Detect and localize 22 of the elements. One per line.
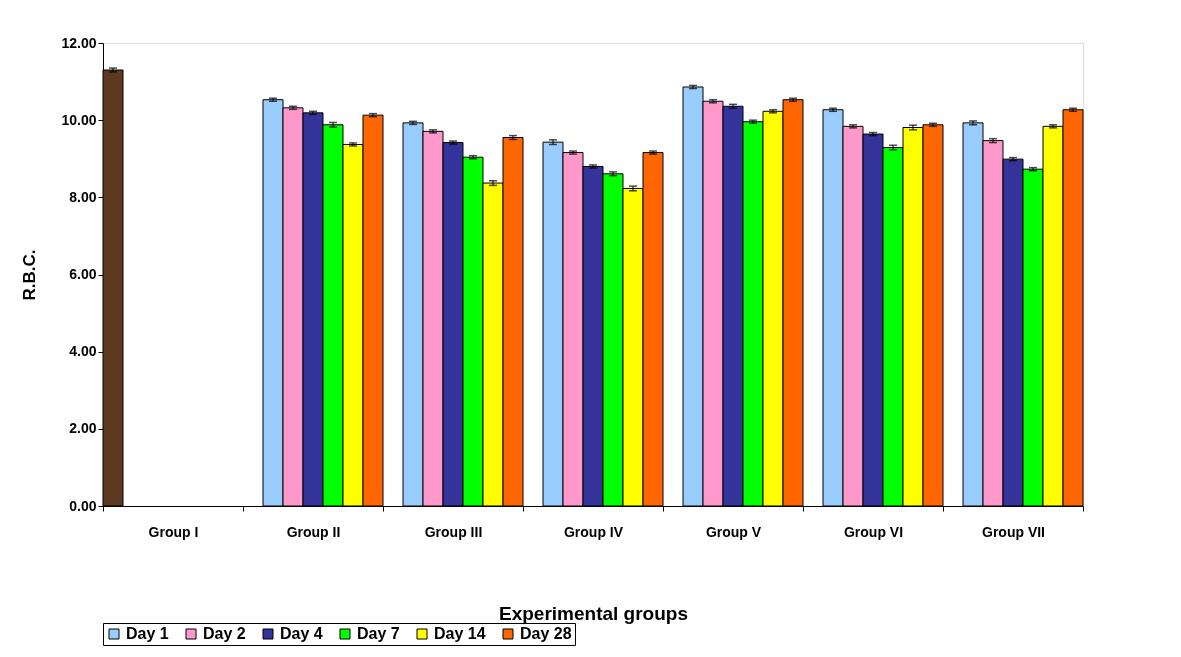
legend-label: Day 2 <box>203 625 246 642</box>
y-tick-label: 12.00 <box>61 34 97 51</box>
x-tick-label: Group V <box>705 523 762 540</box>
legend-label: Day 7 <box>357 625 400 642</box>
y-tick-label: 2.00 <box>69 420 97 437</box>
y-tick-label: 0.00 <box>69 497 97 514</box>
y-tick-label: 6.00 <box>69 266 97 282</box>
y-axis-title: R.B.C. <box>20 249 40 301</box>
legend-label: Day 4 <box>280 625 323 642</box>
legend-label: Day 14 <box>434 625 486 642</box>
legend-label: Day 1 <box>126 625 169 642</box>
y-tick-label: 10.00 <box>61 111 97 128</box>
y-tick-label: 8.00 <box>69 188 97 205</box>
x-tick-label: Group VI <box>843 523 904 540</box>
x-tick-label: Group IV <box>563 523 624 540</box>
x-tick-label: Group III <box>424 523 483 540</box>
x-tick-label: Group II <box>286 523 341 540</box>
legend-label: Day 28 <box>520 625 572 642</box>
x-tick-label: Group VII <box>982 523 1045 540</box>
x-axis-title: Experimental groups <box>499 602 688 624</box>
y-tick-label: 4.00 <box>69 343 97 360</box>
x-tick-label: Group I <box>148 523 199 540</box>
